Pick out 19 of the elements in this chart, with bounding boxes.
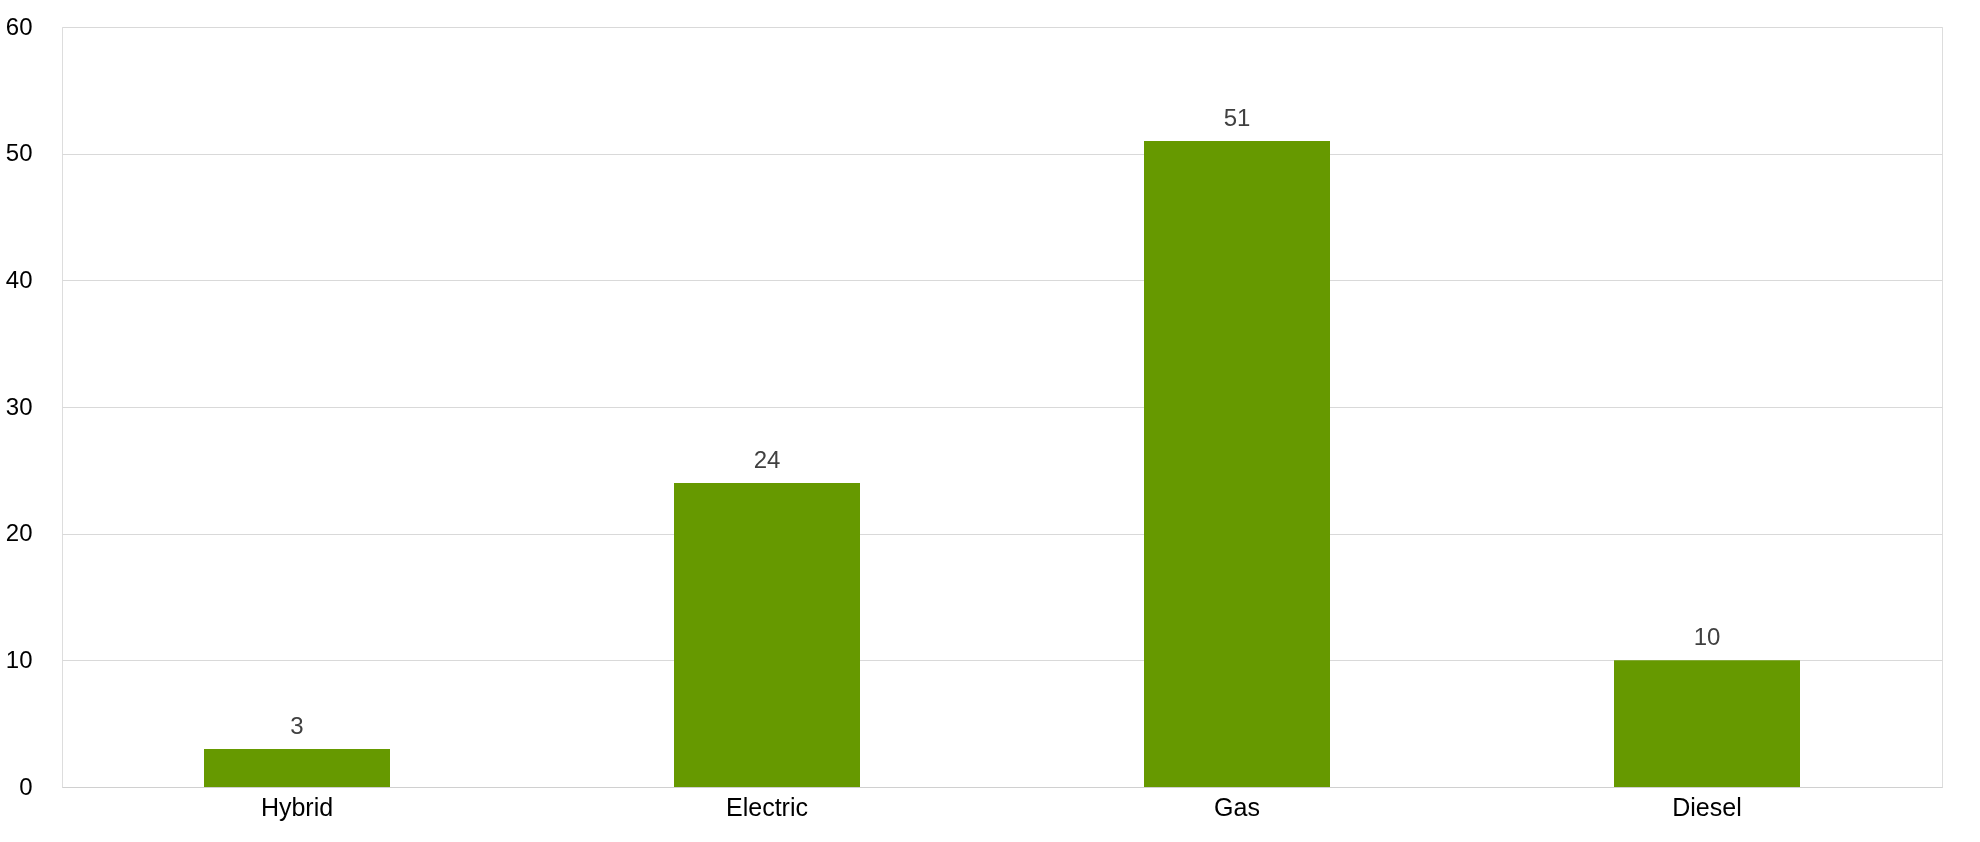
x-tick-label: Gas: [1214, 792, 1260, 821]
y-tick-label: 40: [5, 265, 33, 293]
data-label: 51: [1223, 104, 1251, 131]
x-tick-label: Hybrid: [260, 792, 334, 821]
data-label: 3: [290, 712, 304, 739]
y-tick-label: 20: [5, 519, 33, 547]
y-tick-label: 30: [5, 392, 33, 420]
y-tick-label: 50: [5, 139, 33, 167]
y-tick-label: 0: [19, 772, 33, 800]
bar: [204, 749, 390, 787]
x-tick-label: Electric: [726, 792, 808, 821]
y-tick-label: 60: [5, 12, 33, 40]
x-tick-label: Diesel: [1672, 792, 1742, 821]
data-label: 10: [1693, 623, 1721, 651]
bar: [674, 483, 860, 787]
data-label: 24: [753, 446, 781, 473]
bar: [1144, 141, 1330, 787]
bar: [1614, 660, 1800, 787]
y-tick-label: 10: [5, 645, 33, 673]
